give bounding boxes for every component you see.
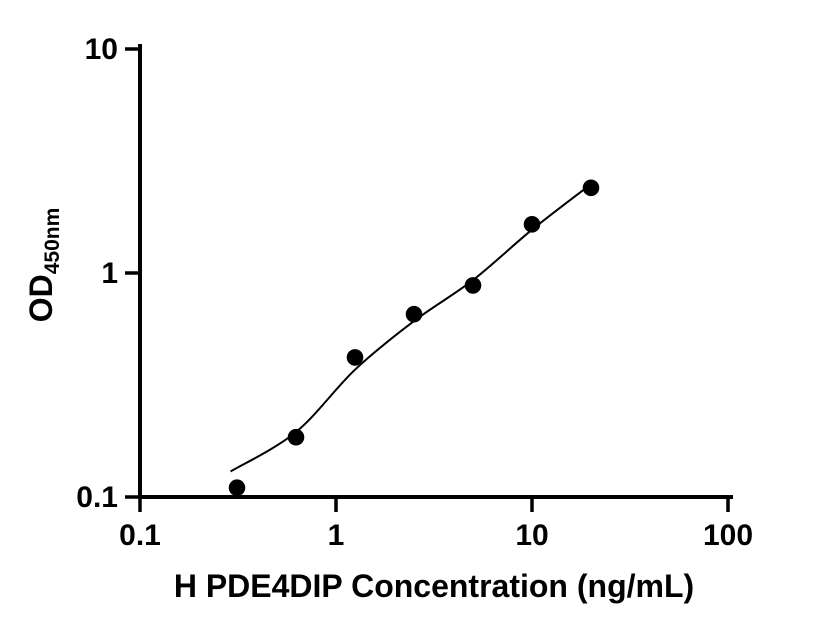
data-point (228, 479, 246, 497)
x-tick-label: 0.1 (119, 519, 161, 552)
x-axis-title: H PDE4DIP Concentration (ng/mL) (174, 568, 694, 604)
y-tick-label: 10 (85, 33, 118, 66)
data-point (346, 349, 364, 366)
y-axis-title-subscript: 450nm (41, 208, 64, 275)
y-tick-label: 0.1 (76, 481, 118, 514)
x-tick-label: 1 (328, 519, 345, 552)
data-point (582, 179, 600, 197)
x-tick-label: 10 (515, 519, 548, 552)
data-point (405, 305, 423, 323)
y-tick-label: 1 (101, 257, 118, 290)
data-point (287, 428, 305, 446)
data-point (523, 216, 541, 233)
data-point (464, 277, 482, 294)
x-tick-label: 100 (703, 519, 753, 552)
plot-area: 0.1 1 10 100 0.1 1 10 (76, 33, 753, 552)
y-axis-title-main: OD (23, 274, 59, 322)
y-axis-title: OD450nm (23, 208, 64, 323)
